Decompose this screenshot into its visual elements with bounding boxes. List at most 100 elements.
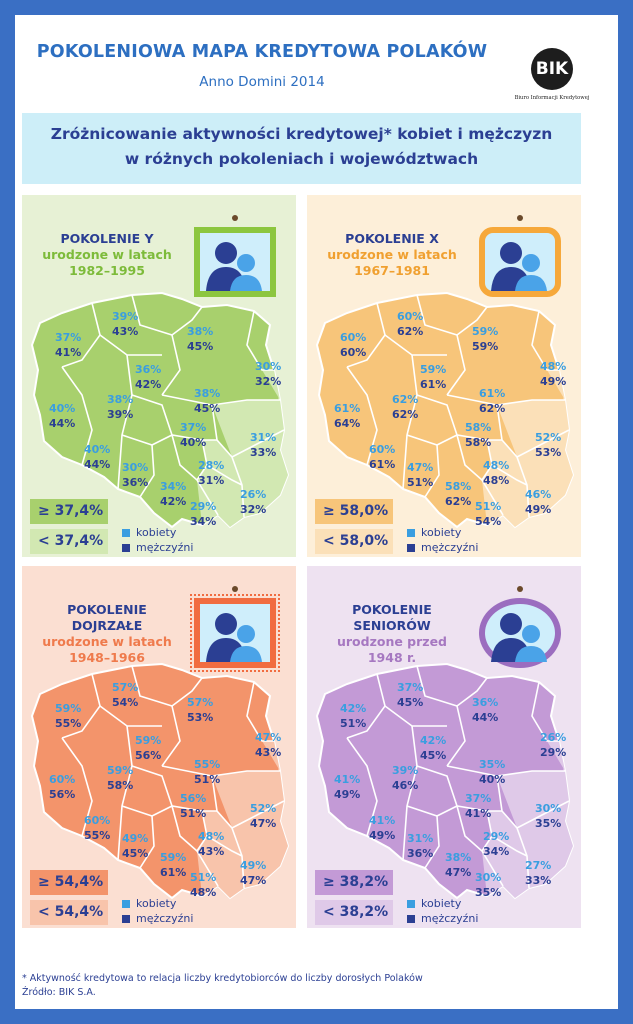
voivodeship-border bbox=[446, 394, 565, 406]
generation-title: POKOLENIE X bbox=[317, 231, 467, 247]
generation-years-line: 1982–1995 bbox=[69, 263, 145, 278]
men-value: 56% bbox=[135, 749, 162, 762]
panel-d: POKOLENIE DOJRZAŁE urodzone w latach 1948–1… bbox=[22, 566, 296, 928]
voivodeship-border bbox=[496, 775, 570, 829]
women-value: 55% bbox=[194, 758, 221, 771]
map-low-region bbox=[482, 716, 573, 898]
generation-years-line: 1948–1966 bbox=[69, 650, 145, 665]
voivodeship-border bbox=[206, 464, 243, 486]
women-value: 27% bbox=[525, 859, 552, 872]
generation-title-line: POKOLENIE Y bbox=[60, 231, 154, 246]
women-value: 49% bbox=[240, 859, 267, 872]
portrait-frame bbox=[479, 227, 561, 297]
page-subtitle: Anno Domini 2014 bbox=[199, 74, 325, 90]
threshold-high-box: ≥ 54,4% bbox=[30, 870, 108, 895]
generation-years-line: urodzone w latach bbox=[42, 247, 172, 262]
men-swatch bbox=[122, 915, 130, 923]
women-value: 28% bbox=[198, 459, 225, 472]
women-value: 48% bbox=[483, 459, 510, 472]
voivodeship-border bbox=[424, 444, 440, 498]
men-value: 45% bbox=[420, 749, 447, 762]
men-value: 55% bbox=[55, 717, 82, 730]
men-value: 64% bbox=[334, 417, 361, 430]
women-value: 57% bbox=[187, 696, 214, 709]
legend-men-label: mężczyźni bbox=[136, 912, 194, 925]
voivodeship-border bbox=[161, 394, 280, 406]
women-value: 37% bbox=[465, 792, 492, 805]
men-value: 42% bbox=[135, 378, 162, 391]
voivodeship-border bbox=[211, 404, 285, 458]
voivodeship-border bbox=[206, 835, 243, 857]
women-value: 40% bbox=[49, 402, 76, 415]
women-value: 41% bbox=[369, 814, 396, 827]
voivodeship-border bbox=[117, 725, 133, 861]
bik-logo-mark: BIK bbox=[531, 48, 573, 90]
men-value: 45% bbox=[122, 847, 149, 860]
voivodeship-border bbox=[446, 765, 565, 777]
women-value: 29% bbox=[190, 500, 217, 513]
women-value: 39% bbox=[112, 310, 139, 323]
voivodeship-border bbox=[416, 394, 458, 436]
voivodeship-border bbox=[131, 765, 173, 807]
men-value: 48% bbox=[190, 886, 217, 899]
voivodeship-border bbox=[346, 366, 378, 466]
women-value: 38% bbox=[107, 393, 134, 406]
legend-men-label: mężczyźni bbox=[421, 541, 479, 554]
men-value: 53% bbox=[187, 711, 214, 724]
generation-years-line: urodzone w latach bbox=[42, 634, 172, 649]
women-value: 30% bbox=[255, 360, 282, 373]
women-value: 38% bbox=[187, 325, 214, 338]
banner-line-1: Zróżnicowanie aktywności kredytowej* kob… bbox=[50, 125, 553, 143]
men-value: 55% bbox=[84, 829, 111, 842]
women-value: 61% bbox=[479, 387, 506, 400]
men-value: 29% bbox=[540, 746, 567, 759]
women-value: 39% bbox=[392, 764, 419, 777]
couple-silhouette-icon bbox=[206, 613, 262, 662]
women-value: 59% bbox=[107, 764, 134, 777]
voivodeship-border bbox=[161, 334, 181, 396]
men-value: 40% bbox=[479, 773, 506, 786]
women-value: 37% bbox=[397, 681, 424, 694]
men-swatch bbox=[407, 544, 415, 552]
men-value: 58% bbox=[107, 779, 134, 792]
men-value: 33% bbox=[525, 874, 552, 887]
panel-s: POKOLENIE SENIORÓW urodzone przed 1948 r. 42… bbox=[307, 566, 581, 928]
men-value: 35% bbox=[535, 817, 562, 830]
men-value: 61% bbox=[420, 378, 447, 391]
legend-women: kobiety bbox=[407, 526, 461, 539]
voivodeship-border bbox=[139, 815, 155, 869]
map-low-region bbox=[482, 345, 573, 527]
men-value: 31% bbox=[198, 474, 225, 487]
women-value: 37% bbox=[180, 421, 207, 434]
women-value: 30% bbox=[535, 802, 562, 815]
map-low-region bbox=[197, 345, 288, 527]
voivodeship-border bbox=[402, 354, 418, 490]
women-value: 60% bbox=[340, 331, 367, 344]
couple-silhouette-icon bbox=[491, 242, 547, 291]
women-value: 49% bbox=[122, 832, 149, 845]
legend-men: mężczyźni bbox=[122, 912, 193, 925]
women-value: 59% bbox=[420, 363, 447, 376]
portrait-frame bbox=[194, 227, 276, 297]
voivodeship-border bbox=[171, 805, 219, 887]
voivodeship-map bbox=[315, 291, 575, 529]
voivodeship-border bbox=[346, 302, 386, 368]
men-value: 40% bbox=[180, 436, 207, 449]
generation-title-line: POKOLENIE X bbox=[345, 231, 439, 246]
men-value: 33% bbox=[250, 446, 277, 459]
women-value: 58% bbox=[445, 480, 472, 493]
generation-title-line: POKOLENIE bbox=[67, 602, 147, 617]
women-value: 48% bbox=[198, 830, 225, 843]
voivodeship-border bbox=[246, 681, 274, 742]
men-swatch bbox=[407, 915, 415, 923]
generation-title: POKOLENIE DOJRZAŁE bbox=[32, 602, 182, 634]
men-value: 41% bbox=[465, 807, 492, 820]
women-value: 57% bbox=[112, 681, 139, 694]
women-value: 31% bbox=[250, 431, 277, 444]
generation-years-line: urodzone w latach bbox=[327, 247, 457, 262]
voivodeship-border bbox=[61, 366, 93, 466]
women-value: 60% bbox=[397, 310, 424, 323]
threshold-high-box: ≥ 37,4% bbox=[30, 499, 108, 524]
generation-years: urodzone w latach 1982–1995 bbox=[32, 247, 182, 279]
